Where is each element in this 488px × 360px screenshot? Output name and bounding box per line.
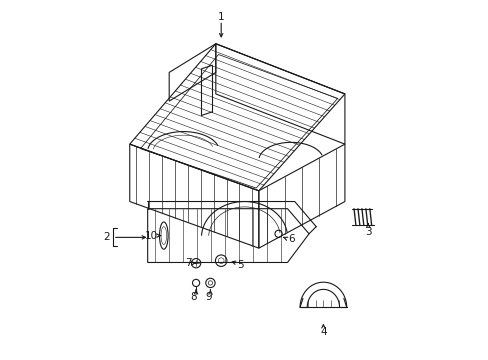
Text: 2: 2 bbox=[103, 232, 109, 242]
Text: 1: 1 bbox=[218, 12, 224, 22]
Text: 8: 8 bbox=[190, 292, 197, 302]
Text: 6: 6 bbox=[287, 234, 294, 244]
Text: 3: 3 bbox=[364, 227, 371, 237]
Text: 4: 4 bbox=[320, 327, 326, 337]
Text: 10: 10 bbox=[144, 231, 158, 240]
Text: 7: 7 bbox=[184, 258, 191, 268]
Text: 5: 5 bbox=[237, 260, 244, 270]
Text: 9: 9 bbox=[205, 292, 211, 302]
